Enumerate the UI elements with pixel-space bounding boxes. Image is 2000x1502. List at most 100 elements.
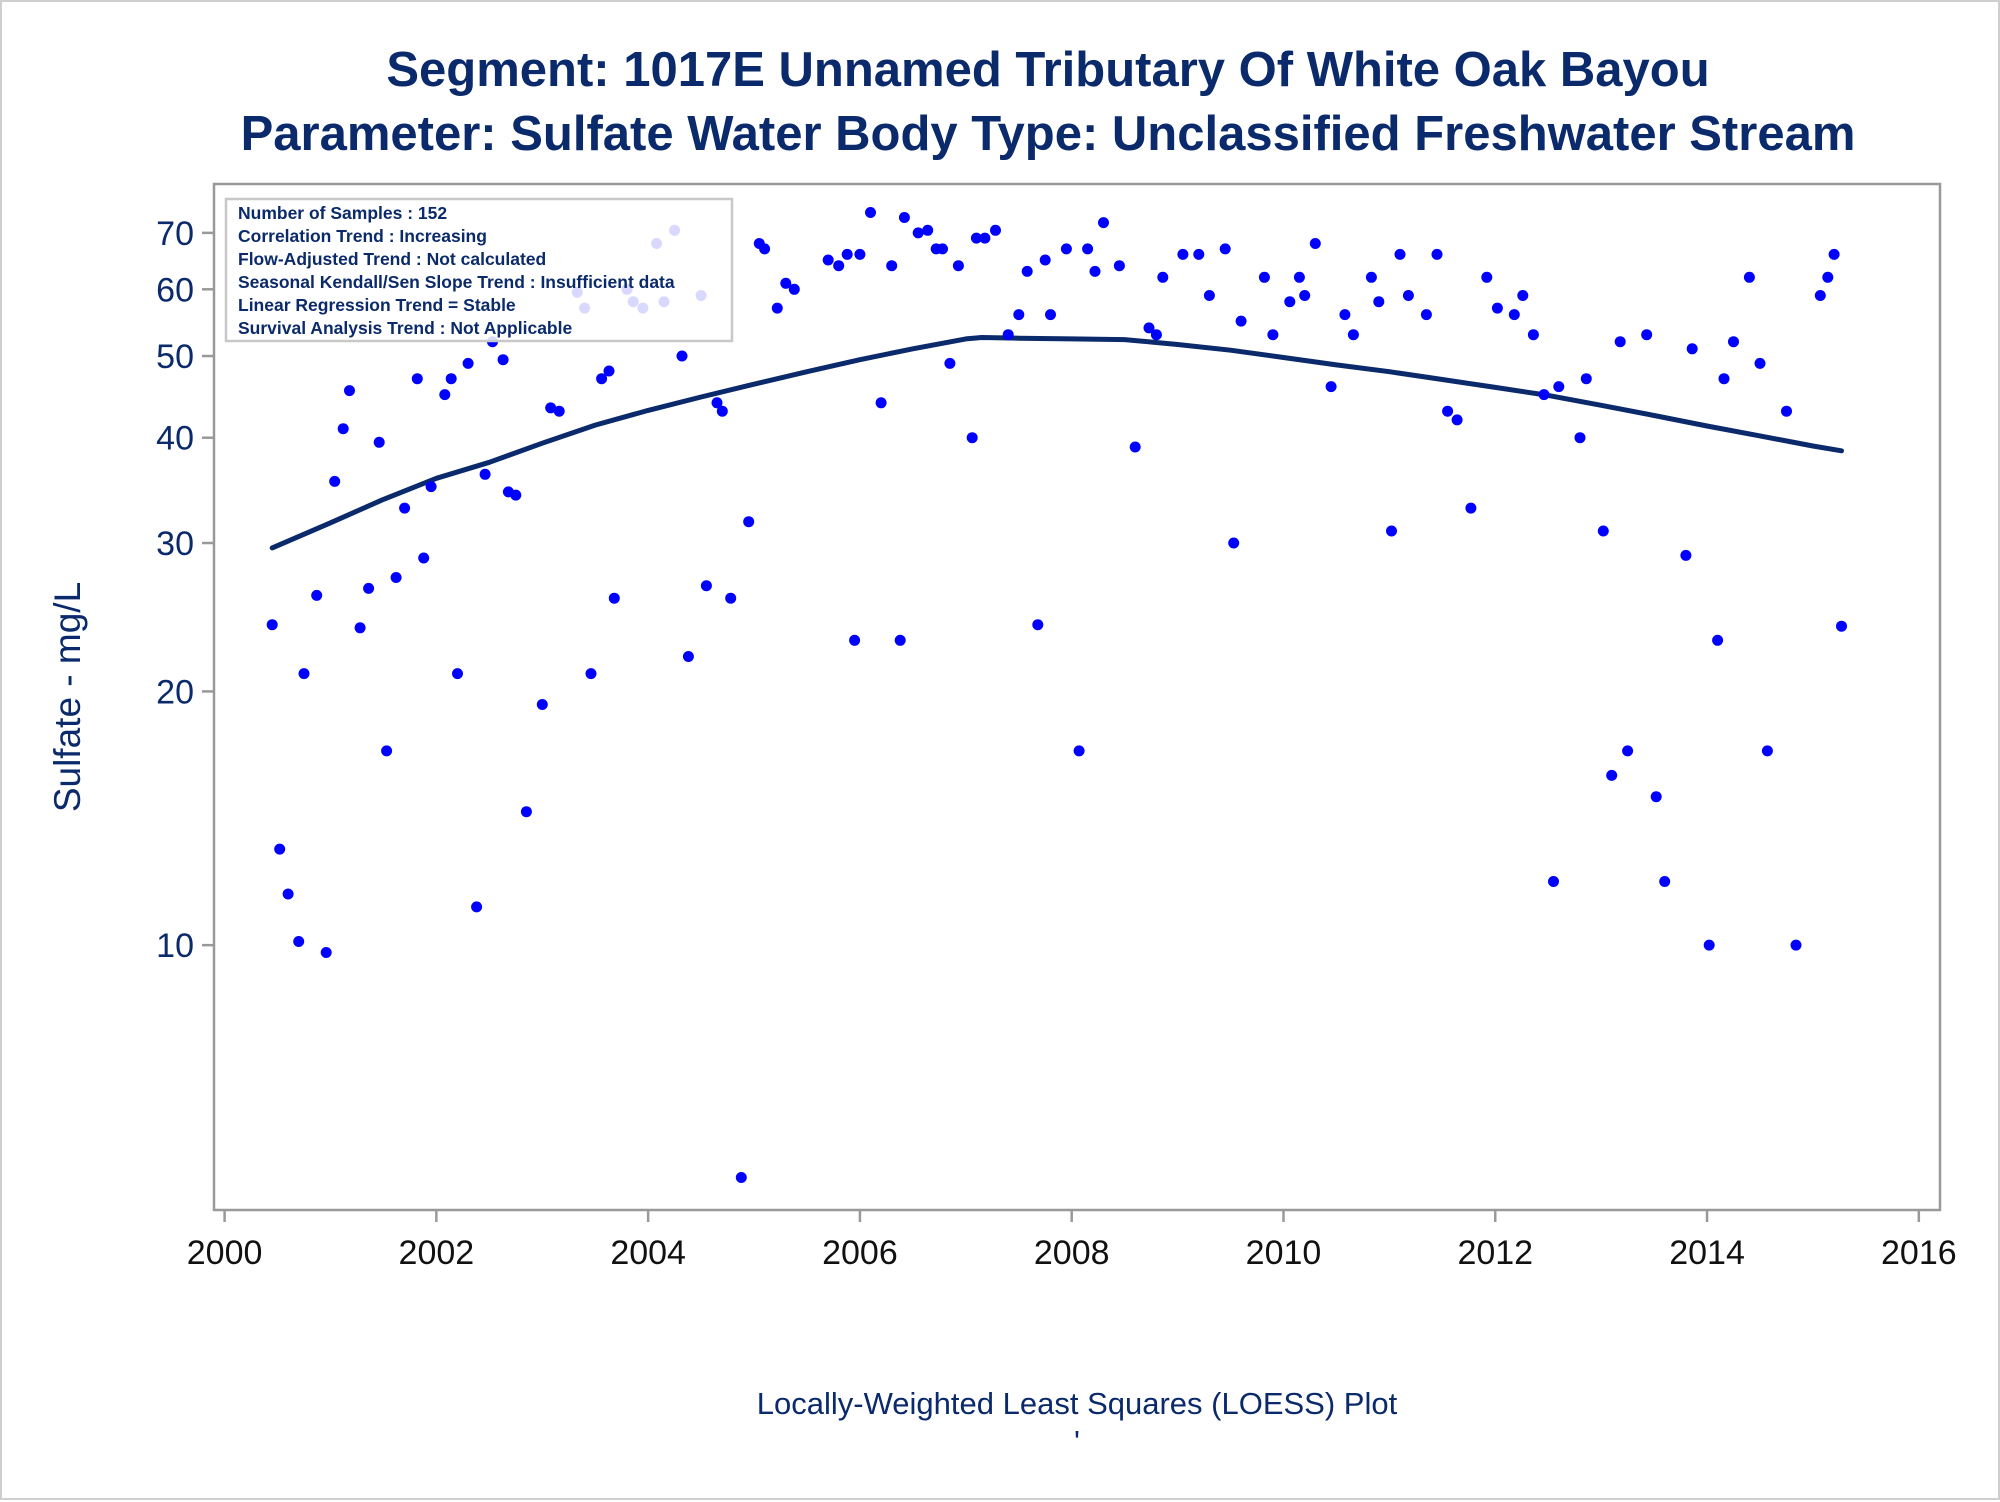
data-point: [1614, 336, 1626, 348]
data-point: [1814, 290, 1826, 301]
x-tick-label: 2010: [1246, 1234, 1322, 1272]
data-point: [725, 592, 737, 604]
data-point: [311, 589, 323, 601]
data-point: [676, 350, 688, 362]
data-point: [833, 260, 845, 272]
data-point: [1491, 302, 1503, 314]
data-point: [608, 592, 620, 604]
data-point: [759, 243, 771, 255]
plot-area: [212, 182, 1942, 1212]
data-point: [990, 224, 1001, 236]
y-tick-label: 70: [156, 215, 194, 253]
y-tick-label: 10: [156, 927, 194, 965]
y-tick-label: 60: [156, 271, 194, 309]
data-point: [1822, 271, 1834, 283]
stats-line: Flow-Adjusted Trend : Not calculated: [238, 249, 546, 269]
data-point: [274, 843, 286, 855]
data-point: [1402, 290, 1414, 301]
x-tick-label: 2002: [399, 1234, 475, 1272]
data-point: [822, 254, 834, 266]
y-tick-label: 40: [156, 420, 194, 458]
y-axis: 10 20 30 40 50 60 70: [156, 215, 214, 965]
data-point: [344, 385, 355, 397]
data-point: [1373, 296, 1385, 308]
loess-curve: [269, 335, 1844, 551]
data-point: [875, 397, 887, 409]
data-point: [411, 373, 423, 385]
data-point: [1451, 414, 1463, 426]
data-point: [373, 436, 385, 448]
data-point: [854, 248, 866, 260]
data-point: [922, 224, 934, 236]
data-point: [937, 243, 948, 255]
data-point: [337, 423, 349, 435]
chart-title: Segment: 1017E Unnamed Tributary Of Whit…: [386, 43, 1709, 97]
data-point: [1431, 248, 1443, 260]
data-point: [1284, 296, 1296, 308]
y-axis-label: Sulfate - mg/L: [47, 582, 88, 812]
data-point: [381, 745, 393, 757]
x-axis: 2000 2002 2004 2006 2008 2010 2012 2014 2016: [187, 1210, 1957, 1272]
data-point: [1553, 381, 1565, 393]
data-point: [1267, 329, 1279, 341]
data-point: [425, 481, 437, 493]
data-point: [1258, 271, 1270, 283]
data-point: [1098, 217, 1109, 229]
data-point: [298, 668, 310, 680]
data-point: [1538, 389, 1550, 401]
data-point: [735, 1172, 747, 1183]
data-point: [1641, 329, 1653, 341]
data-point: [865, 207, 876, 218]
data-point: [545, 402, 557, 414]
data-point: [1790, 939, 1802, 951]
data-point: [912, 227, 924, 239]
data-point: [1828, 248, 1840, 260]
x-tick-label: 2006: [822, 1234, 898, 1272]
data-point: [1508, 309, 1520, 321]
data-point: [1761, 745, 1773, 757]
data-point: [1177, 248, 1189, 260]
data-point: [390, 572, 402, 583]
data-point: [1150, 329, 1162, 341]
data-point: [510, 489, 522, 501]
data-point: [462, 357, 474, 369]
data-point: [1659, 876, 1671, 887]
data-point: [1143, 322, 1155, 334]
data-point: [418, 552, 430, 564]
data-point: [952, 260, 964, 272]
data-point: [603, 365, 615, 377]
data-point: [1129, 441, 1141, 453]
data-point: [780, 277, 792, 289]
data-point: [320, 947, 332, 958]
data-point: [700, 580, 712, 592]
y-tick-label: 30: [156, 525, 194, 563]
data-point: [439, 389, 451, 401]
data-point: [445, 373, 457, 385]
data-point: [1703, 939, 1715, 951]
data-point: [1113, 260, 1125, 272]
data-point: [1574, 432, 1586, 444]
data-point: [1743, 271, 1755, 283]
x-tick-label: 2014: [1669, 1234, 1745, 1272]
data-point: [497, 354, 509, 366]
data-point: [1527, 329, 1539, 341]
data-point: [711, 397, 723, 409]
data-point: [354, 622, 366, 634]
data-point: [1157, 271, 1169, 283]
data-point: [1781, 405, 1792, 417]
data-point: [1073, 745, 1085, 757]
data-point: [1032, 619, 1044, 631]
data-point: [1517, 290, 1529, 301]
data-point: [1039, 254, 1051, 266]
data-point: [841, 248, 853, 260]
data-point: [886, 260, 898, 272]
x-tick-label: 2008: [1034, 1234, 1110, 1272]
data-point: [1580, 373, 1592, 385]
x-tick-label: 2000: [187, 1234, 263, 1272]
chart-subtitle: Parameter: Sulfate Water Body Type: Uncl…: [241, 107, 1856, 161]
data-point: [363, 582, 375, 594]
data-point: [282, 888, 294, 900]
x-tick-label: 2012: [1457, 1234, 1533, 1272]
data-point: [1309, 238, 1321, 249]
